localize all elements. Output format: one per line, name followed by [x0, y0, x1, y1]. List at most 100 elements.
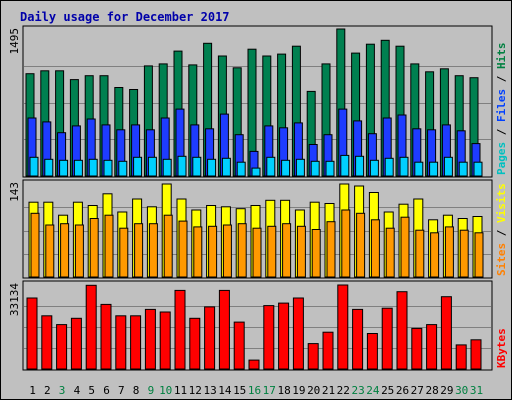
x-tick-label-day-30: 30 [455, 384, 468, 397]
bar-kbytes-day-11 [174, 289, 186, 370]
bar-sites-day-18 [282, 223, 292, 278]
bar-kbytes-day-24 [366, 333, 378, 370]
bar-kbytes-day-25 [381, 307, 393, 370]
x-tick-label-day-28: 28 [425, 384, 438, 397]
x-tick-label-day-31: 31 [470, 384, 483, 397]
bar-kbytes-day-19 [292, 297, 304, 370]
bar-kbytes-day-30 [455, 344, 467, 370]
bar-pages-day-7 [118, 160, 128, 177]
bar-pages-day-15 [236, 161, 246, 177]
visits-panel: 143 Sites / Visits [8, 179, 508, 279]
bar-pages-day-19 [295, 158, 305, 177]
bar-pages-day-6 [103, 159, 113, 177]
bar-kbytes-day-3 [56, 324, 68, 370]
x-tick-label-day-9: 9 [148, 384, 155, 397]
bar-kbytes-day-1 [26, 297, 38, 370]
x-tick-label-day-16: 16 [248, 384, 261, 397]
bar-sites-day-6 [104, 214, 114, 278]
bar-pages-day-10 [162, 158, 172, 177]
hits-legend-item-4: Hits [495, 43, 508, 70]
kbytes-legend: KBytes [495, 328, 508, 368]
bar-sites-day-23 [356, 212, 366, 278]
x-tick-label-day-10: 10 [159, 384, 172, 397]
x-tick-label-day-4: 4 [74, 384, 81, 397]
bar-kbytes-day-18 [278, 302, 290, 370]
visits-legend: Sites / Visits [495, 183, 508, 276]
bar-sites-day-17 [267, 225, 277, 278]
bar-sites-day-24 [370, 219, 380, 278]
bar-kbytes-day-12 [189, 317, 201, 370]
bar-pages-day-17 [266, 156, 276, 177]
bar-sites-day-3 [60, 223, 70, 278]
bar-pages-day-5 [88, 158, 98, 177]
bar-pages-day-20 [310, 160, 320, 177]
x-tick-label-day-25: 25 [381, 384, 394, 397]
bar-sites-day-31 [474, 232, 484, 278]
x-tick-label-day-14: 14 [218, 384, 232, 397]
bar-pages-day-30 [458, 161, 468, 177]
bar-sites-day-14 [222, 224, 232, 278]
bar-kbytes-day-17 [263, 305, 275, 370]
x-tick-label-day-18: 18 [277, 384, 290, 397]
bar-pages-day-14 [221, 157, 231, 177]
kbytes-panel: 33134 KBytes [8, 280, 508, 371]
visits-legend-item-1: / [495, 223, 508, 243]
hits-legend-item-3: / [495, 69, 508, 89]
bar-sites-day-2 [45, 224, 55, 278]
bar-pages-day-12 [192, 156, 202, 177]
bar-sites-day-19 [296, 225, 306, 278]
bar-sites-day-16 [252, 227, 262, 278]
x-tick-label-day-11: 11 [174, 384, 187, 397]
bar-sites-day-20 [311, 229, 321, 278]
bar-kbytes-day-15 [233, 321, 245, 370]
hits-legend-item-2: Files [495, 89, 508, 122]
kbytes-ymax-label: 33134 [8, 283, 21, 316]
x-tick-label-day-29: 29 [440, 384, 453, 397]
x-tick-label-day-24: 24 [366, 384, 380, 397]
bar-sites-day-8 [134, 223, 144, 278]
x-tick-label-day-15: 15 [233, 384, 246, 397]
bar-kbytes-day-29 [440, 296, 452, 370]
visits-legend-item-0: Sites [495, 243, 508, 276]
hits-legend-item-0: Pages [495, 142, 508, 175]
bar-pages-day-23 [355, 155, 365, 177]
bar-pages-day-3 [59, 159, 69, 177]
x-tick-label-day-19: 19 [292, 384, 305, 397]
bar-pages-day-25 [384, 157, 394, 177]
bar-pages-day-27 [414, 161, 424, 177]
bar-kbytes-day-22 [337, 284, 349, 370]
kbytes-legend-item-0: KBytes [495, 328, 508, 368]
bar-pages-day-16 [251, 167, 261, 177]
bar-sites-day-13 [208, 225, 218, 278]
bar-pages-day-2 [44, 158, 54, 177]
bar-sites-day-28 [430, 232, 440, 278]
visits-ymax-label: 143 [8, 182, 21, 202]
bar-kbytes-day-9 [144, 308, 156, 370]
bar-kbytes-day-14 [218, 289, 230, 370]
hits-legend: Pages / Files / Hits [495, 43, 508, 176]
bar-kbytes-day-2 [41, 315, 53, 370]
bar-sites-day-11 [178, 220, 188, 278]
bar-pages-day-8 [133, 156, 143, 177]
bar-sites-day-5 [89, 218, 99, 278]
x-tick-label-day-26: 26 [396, 384, 409, 397]
hits-legend-item-1: / [495, 122, 508, 142]
bar-sites-day-30 [459, 229, 469, 278]
bar-kbytes-day-6 [100, 303, 112, 370]
bar-pages-day-18 [281, 159, 291, 177]
bar-kbytes-day-10 [159, 311, 171, 370]
bar-pages-day-13 [207, 158, 217, 177]
bar-sites-day-1 [30, 212, 40, 278]
bar-pages-day-28 [429, 161, 439, 177]
bar-sites-day-9 [148, 223, 158, 278]
bar-kbytes-day-31 [470, 339, 482, 370]
x-tick-label-day-5: 5 [88, 384, 95, 397]
x-tick-label-day-13: 13 [203, 384, 216, 397]
bar-kbytes-day-21 [322, 331, 334, 370]
bar-kbytes-day-4 [70, 317, 82, 370]
bar-kbytes-day-8 [130, 315, 142, 370]
bar-kbytes-day-23 [352, 308, 364, 370]
bar-sites-day-21 [326, 221, 336, 278]
bar-sites-day-27 [415, 229, 425, 278]
